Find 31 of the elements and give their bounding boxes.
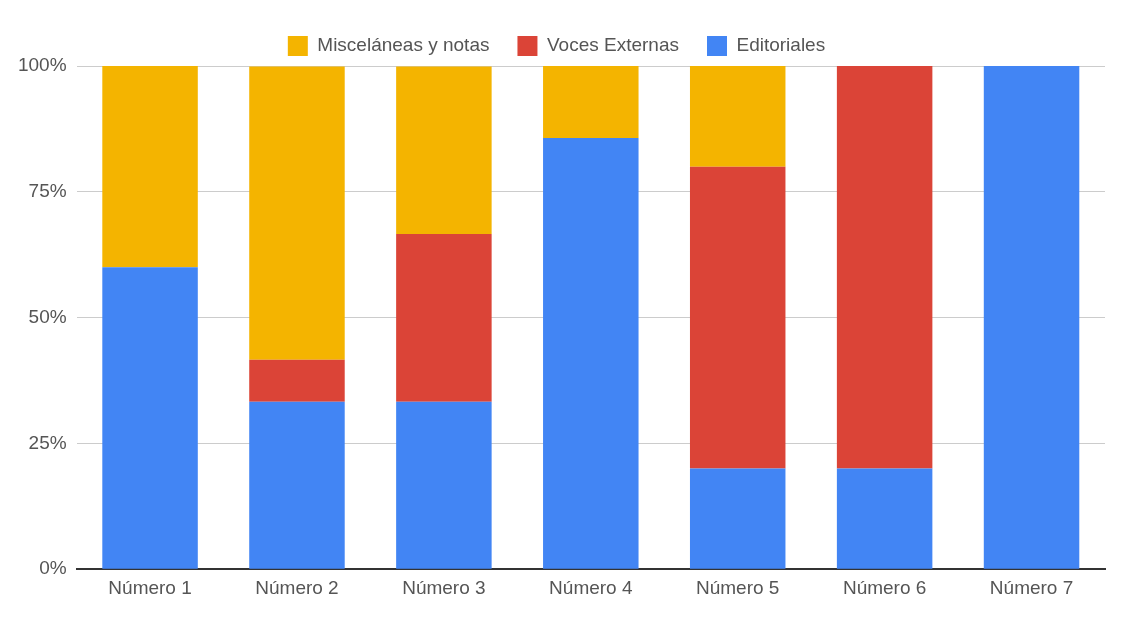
legend-label: Voces Externas [546, 34, 679, 56]
bar [396, 401, 492, 569]
bar [249, 66, 345, 360]
x-tick-label: Número 5 [696, 576, 780, 598]
y-tick-label: 75% [28, 180, 67, 202]
bar [836, 66, 933, 469]
y-tick-label: 50% [28, 305, 67, 327]
bar [543, 137, 639, 569]
x-tick-label: Número 3 [402, 576, 486, 598]
x-tick-label: Número 6 [842, 576, 927, 598]
legend-label: Misceláneas y notas [317, 34, 490, 56]
bar [689, 166, 786, 469]
y-tick-label: 100% [17, 54, 67, 76]
y-tick-label: 25% [28, 431, 67, 453]
bar [836, 468, 933, 569]
bar [249, 359, 345, 402]
bar [689, 468, 786, 569]
bar [102, 267, 198, 569]
legend-label: Editoriales [736, 34, 826, 56]
bar [102, 66, 198, 268]
bar [396, 66, 492, 235]
bar [689, 66, 786, 167]
x-tick-label: Número 7 [989, 576, 1074, 598]
x-tick-label: Número 1 [108, 576, 192, 598]
x-tick-label: Número 4 [549, 576, 633, 598]
bar [983, 66, 1080, 569]
bar [249, 401, 345, 569]
x-tick-label: Número 2 [255, 576, 339, 598]
y-tick-label: 0% [39, 557, 67, 579]
bar [396, 234, 492, 402]
bar [543, 66, 639, 138]
